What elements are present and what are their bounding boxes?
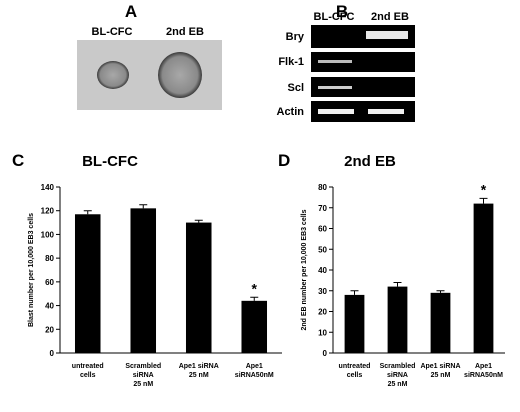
- y-tick-label: 120: [41, 207, 55, 216]
- y-tick-label: 100: [41, 230, 55, 239]
- panel-label: C: [12, 151, 24, 170]
- x-tick-label: Ape1 siRNA 25 nM: [179, 363, 219, 379]
- error-bar: [139, 204, 148, 209]
- gel-column: BL-CFC: [314, 11, 355, 23]
- error-bar: [350, 290, 359, 295]
- chart-title: 2nd EB: [344, 153, 396, 170]
- gel-band: [318, 86, 352, 89]
- y-axis-label: Blast number per 10,000 EB3 cells: [28, 213, 35, 327]
- y-tick-label: 80: [45, 254, 54, 263]
- y-tick-label: 20: [318, 308, 327, 317]
- gel-row: Bry: [286, 31, 305, 43]
- y-tick-label: 60: [318, 225, 327, 234]
- y-tick-label: 40: [318, 266, 327, 275]
- gel-band: [318, 60, 352, 63]
- y-tick-label: 10: [318, 328, 327, 337]
- bar: [430, 292, 451, 353]
- bar: [344, 294, 365, 353]
- chart-title: BL-CFC: [82, 153, 138, 170]
- error-bar: [436, 290, 445, 293]
- y-tick-label: 140: [41, 183, 55, 192]
- gel-column: 2nd EB: [371, 11, 409, 23]
- y-tick-label: 20: [45, 325, 54, 334]
- x-tick-label: Ape1 siRNA50nM: [464, 363, 503, 379]
- error-bar: [83, 210, 92, 215]
- micrograph-label: BL-CFC: [92, 26, 133, 38]
- gel-band: [366, 31, 408, 39]
- gel-row: Flk-1: [278, 56, 304, 68]
- panel-label: D: [278, 151, 290, 170]
- y-axis-label: 2nd EB number per 10,000 EB3 cells: [301, 209, 308, 330]
- annotation: *: [252, 280, 258, 296]
- annotation: *: [481, 181, 487, 197]
- colony: [97, 61, 129, 89]
- panel-label: B: [336, 2, 348, 21]
- error-bar: [194, 219, 203, 223]
- x-tick-label: untreated cells: [72, 363, 104, 379]
- gel-lane: [311, 52, 415, 72]
- x-tick-label: untreated cells: [339, 363, 371, 379]
- error-bar: [250, 296, 259, 301]
- bar: [185, 222, 212, 353]
- y-tick-label: 60: [45, 278, 54, 287]
- x-tick-label: Ape1 siRNA50nM: [235, 363, 274, 379]
- gel-band: [318, 109, 354, 114]
- y-tick-label: 50: [318, 245, 327, 254]
- y-tick-label: 40: [45, 302, 54, 311]
- x-tick-label: Scrambled siRNA 25 nM: [125, 363, 161, 388]
- panel-label: A: [125, 2, 137, 21]
- y-tick-label: 30: [318, 287, 327, 296]
- bar: [473, 203, 494, 353]
- gel-lane: [311, 101, 415, 122]
- bar: [241, 300, 268, 353]
- gel-row: Scl: [287, 82, 304, 94]
- x-tick-label: Ape1 siRNA 25 nM: [420, 363, 460, 379]
- colony: [158, 52, 202, 98]
- bar: [74, 214, 101, 353]
- micrograph-label: 2nd EB: [166, 26, 204, 38]
- y-tick-label: 80: [318, 183, 327, 192]
- y-tick-label: 70: [318, 204, 327, 213]
- y-tick-label: 0: [50, 349, 55, 358]
- bar: [130, 208, 157, 353]
- x-tick-label: Scrambled siRNA 25 nM: [380, 363, 416, 388]
- gel-band: [368, 109, 404, 114]
- gel-row: Actin: [277, 106, 305, 118]
- gel-lane: [311, 77, 415, 97]
- y-tick-label: 0: [323, 349, 328, 358]
- gel-lane: [311, 25, 415, 48]
- bar: [387, 286, 408, 353]
- error-bar: [393, 281, 402, 287]
- error-bar: [479, 197, 488, 204]
